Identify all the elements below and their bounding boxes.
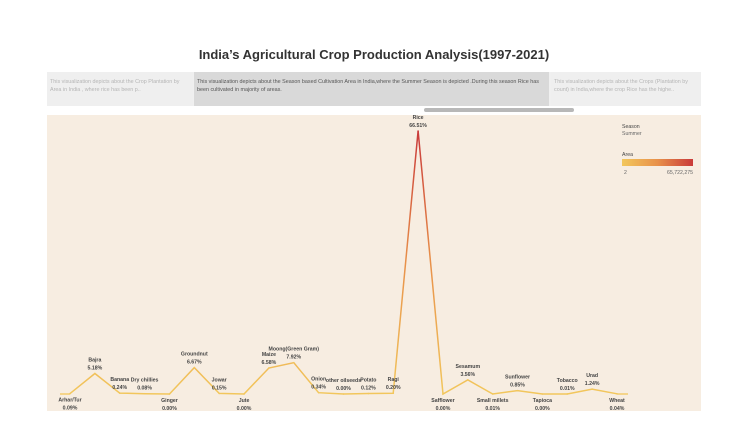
- category-label-banana: Banana: [110, 377, 129, 383]
- category-label-maize: Maize: [262, 352, 276, 358]
- data-point-rice[interactable]: [417, 130, 419, 132]
- story-scrollbar[interactable]: [424, 108, 574, 112]
- value-label-tapioca: 0.00%: [535, 406, 550, 412]
- value-label-sesamum: 3.56%: [460, 372, 475, 378]
- data-point-sesamum[interactable]: [467, 379, 469, 381]
- chart-plot-area: [47, 115, 701, 411]
- category-label-dry-chillies: Dry chillies: [131, 378, 159, 384]
- category-label-urad: Urad: [586, 373, 598, 379]
- data-point-arhar-tur[interactable]: [69, 392, 71, 395]
- filter-value[interactable]: Summer: [622, 131, 642, 137]
- value-label-potato: 0.12%: [361, 386, 376, 392]
- data-point-moong-green-gram-[interactable]: [292, 361, 295, 364]
- category-label-moong-green-gram-: Moong(Green Gram): [269, 347, 320, 353]
- legend-color-ramp: [622, 159, 693, 166]
- category-label-sesamum: Sesamum: [456, 364, 481, 370]
- value-label-wheat: 0.04%: [610, 406, 625, 412]
- category-label-jowar: Jowar: [212, 377, 227, 383]
- story-point-crop-plantation[interactable]: This visualization depicts about the Cro…: [47, 72, 193, 106]
- category-label-jute: Jute: [239, 398, 250, 404]
- value-label-jowar: 0.15%: [212, 385, 227, 391]
- data-point-tapioca[interactable]: [541, 393, 544, 395]
- story-point-crop-count[interactable]: This visualization depicts about the Cro…: [551, 72, 701, 106]
- data-point-tobacco[interactable]: [566, 393, 569, 395]
- data-point-sunflower[interactable]: [516, 389, 519, 392]
- legend-min-label: 2: [624, 170, 627, 176]
- value-label-groundnut: 6.67%: [187, 360, 202, 366]
- category-label-ginger: Ginger: [161, 398, 178, 404]
- data-point-safflower[interactable]: [442, 393, 444, 395]
- data-point-ginger[interactable]: [168, 393, 171, 395]
- category-label-potato: Potato: [360, 378, 376, 384]
- category-label-wheat: Wheat: [609, 398, 625, 404]
- category-label-ragi: Ragi: [388, 377, 400, 383]
- value-label-other-oilseeds: 0.00%: [336, 386, 351, 392]
- data-point-jowar[interactable]: [218, 392, 220, 395]
- data-point-banana[interactable]: [118, 392, 121, 394]
- legend-title: Area: [622, 152, 633, 158]
- data-point-urad[interactable]: [591, 388, 593, 390]
- data-point-bajra[interactable]: [94, 372, 96, 375]
- value-label-bajra: 5.18%: [88, 366, 103, 372]
- category-label-groundnut: Groundnut: [181, 352, 208, 358]
- category-label-rice: Rice: [413, 115, 424, 121]
- value-label-banana: 0.24%: [112, 385, 127, 391]
- data-point-ragi[interactable]: [392, 392, 395, 395]
- value-label-onion: 0.34%: [311, 385, 326, 391]
- category-label-onion: Onion: [311, 377, 326, 383]
- category-label-tapioca: Tapioca: [533, 398, 552, 404]
- data-point-potato[interactable]: [367, 392, 370, 395]
- data-point-dry-chillies[interactable]: [143, 392, 146, 395]
- value-label-small-millets: 0.01%: [485, 406, 500, 412]
- story-point-season-cultivation[interactable]: This visualization depicts about the Sea…: [194, 72, 549, 106]
- value-label-dry-chillies: 0.08%: [137, 386, 152, 392]
- category-label-arhar-tur: Arhar/Tur: [58, 398, 81, 404]
- value-label-rice: 66.51%: [409, 123, 427, 129]
- category-label-bajra: Bajra: [88, 358, 101, 364]
- category-label-sunflower: Sunflower: [505, 375, 530, 381]
- legend-max-label: 65,722,275: [667, 170, 693, 176]
- category-label-tobacco: Tobacco: [557, 378, 578, 384]
- filter-title: Season: [622, 124, 640, 130]
- value-label-sunflower: 0.85%: [510, 383, 525, 389]
- data-point-jute[interactable]: [243, 393, 245, 395]
- value-label-urad: 1.24%: [585, 381, 600, 387]
- data-point-groundnut[interactable]: [193, 366, 196, 369]
- value-label-tobacco: 0.01%: [560, 386, 575, 392]
- category-label-other-oilseeds: other oilseeds: [326, 378, 361, 384]
- category-label-small-millets: Small millets: [477, 398, 509, 404]
- value-label-ginger: 0.00%: [162, 406, 177, 412]
- dashboard-title: India’s Agricultural Crop Production Ana…: [198, 47, 550, 62]
- value-label-safflower: 0.00%: [436, 406, 451, 412]
- data-point-onion[interactable]: [317, 391, 320, 394]
- value-label-ragi: 0.20%: [386, 385, 401, 391]
- value-label-jute: 0.00%: [237, 406, 252, 412]
- value-label-maize: 6.58%: [262, 360, 277, 366]
- series-line[interactable]: [69, 130, 618, 396]
- data-point-maize[interactable]: [268, 367, 270, 369]
- value-label-moong-green-gram-: 7.92%: [286, 355, 301, 361]
- data-point-small-millets[interactable]: [491, 393, 494, 395]
- value-label-arhar-tur: 0.09%: [63, 406, 78, 412]
- data-point-other-oilseeds[interactable]: [342, 393, 345, 395]
- category-label-safflower: Safflower: [431, 398, 454, 404]
